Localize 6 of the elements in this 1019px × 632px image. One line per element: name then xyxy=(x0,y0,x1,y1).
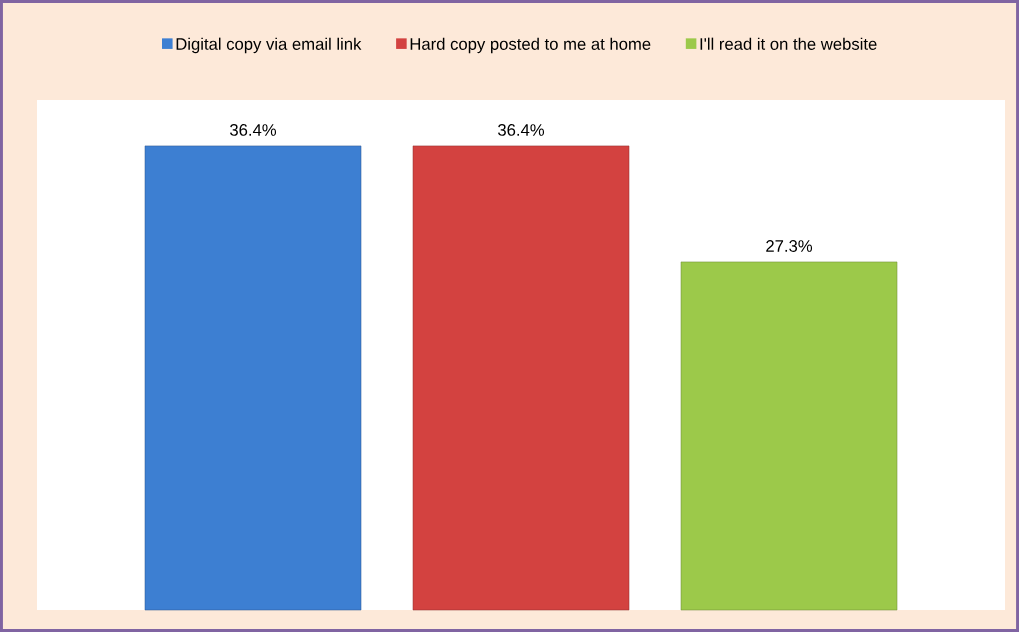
legend-label: Digital copy via email link xyxy=(176,37,362,54)
legend-label: Hard copy posted to me at home xyxy=(410,37,651,54)
data-label: 36.4% xyxy=(498,124,545,136)
data-label: 36.4% xyxy=(230,124,277,136)
data-label: 27.3% xyxy=(766,240,813,252)
legend-label: I'll read it on the website xyxy=(700,37,877,50)
